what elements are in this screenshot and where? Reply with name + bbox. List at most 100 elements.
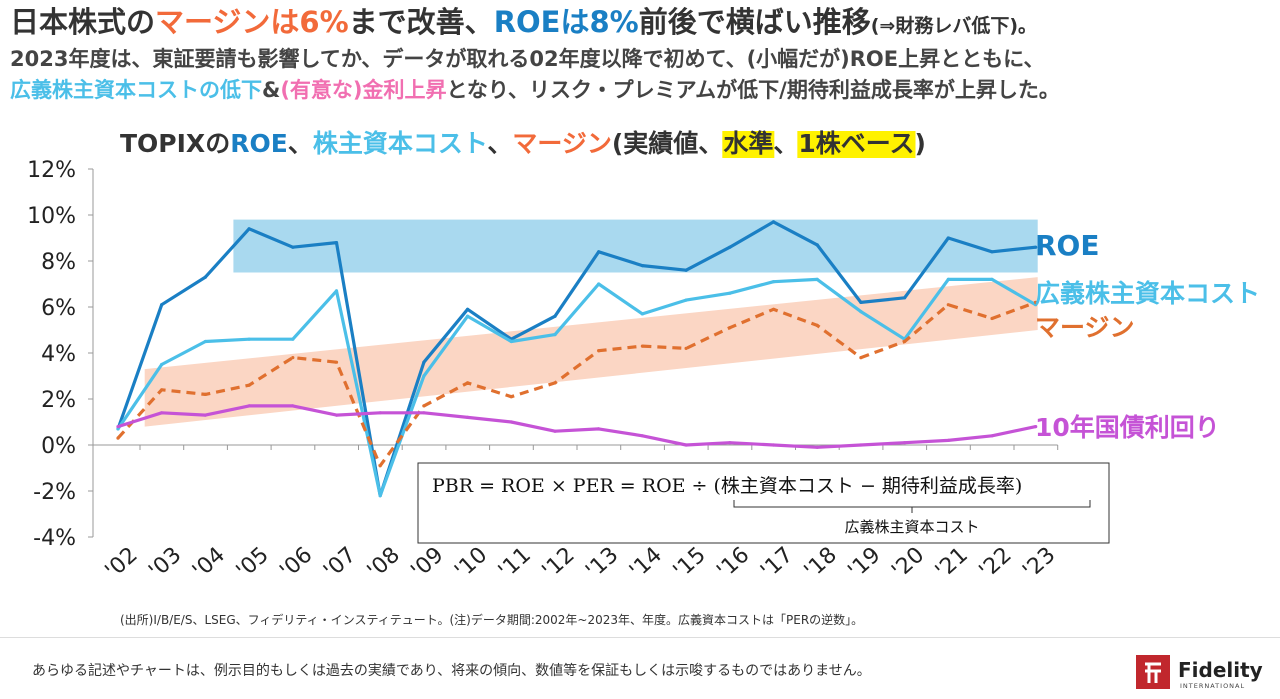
data-point [771,220,776,224]
data-point [946,303,950,307]
data-point [291,404,295,408]
y-tick-label: 4% [41,342,76,367]
data-point [859,356,863,360]
x-tick-label: '07 [319,542,361,583]
chart-title: TOPIXのROE、株主資本コスト、マージン(実績値、水準、1株ベース) [120,129,926,158]
data-point [990,277,994,281]
data-point [859,443,863,447]
chart-title-part: TOPIXの [120,129,230,158]
headline-note: (⇒財務レバ低下)。 [870,15,1038,37]
chart-title-part: ) [915,129,926,158]
series-line [116,300,1037,468]
chart: -4% -2% 0% 2% 4% 6% 8% 10% 12% '02'03'04'05'06'07… [27,129,1260,584]
divider [0,637,1280,638]
data-point [247,383,251,387]
chart-title-part: 、 [773,129,798,158]
data-point [946,236,950,240]
data-point [509,339,513,344]
series-lines [116,220,1038,498]
bands [144,219,1038,427]
data-point [203,339,207,344]
data-point [160,362,164,367]
x-tick-label: '11 [494,542,536,583]
subheadline-2: 広義株主資本コストの低下&(有意な)金利上昇となり、リスク・プレミアムが低下/期… [10,75,1275,106]
x-tick-label: '05 [232,542,274,583]
y-tick-label: -2% [33,480,76,505]
data-point [466,415,470,419]
header: 日本株式のマージンは6%まで改善、ROEは8%前後で横ばい推移(⇒財務レバ低下)… [10,4,1275,106]
data-point [597,427,601,431]
data-point [116,427,120,431]
data-point [1034,300,1038,304]
headline-roe: ROEは8% [493,5,639,39]
y-tick-label: 2% [41,388,76,413]
x-tick-label: '20 [887,542,929,583]
data-point [247,404,251,408]
data-point [553,333,557,337]
data-point [771,307,776,311]
data-point [291,245,295,249]
chart-title-part: (実績値、 [612,129,723,158]
data-point [859,310,863,314]
data-point [903,296,907,300]
margin-band [144,277,1038,427]
data-point [990,434,994,438]
chart-title-part: 1株ベース [798,129,914,158]
data-point [640,434,645,438]
title-highlight [797,131,916,158]
data-point [203,392,207,396]
x-tick-label: '14 [625,542,667,583]
data-point [334,413,339,417]
data-point [946,438,950,442]
data-point [1034,425,1038,429]
subheadline-amp: & [262,78,281,102]
x-tick-label: '04 [188,542,230,583]
disclaimer: あらゆる記述やチャートは、例示目的もしくは過去の実績であり、将来の傾向、数値等を… [32,663,871,679]
data-point [378,411,382,415]
x-tick-label: '18 [800,542,842,583]
y-tick-label: 6% [41,296,76,321]
chart-title-part: 、 [288,129,313,158]
x-tick-label: '16 [712,542,754,583]
formula-box: PBR = ROE × PER = ROE ÷ (株主資本コスト − 期待利益成… [417,462,1110,544]
headline: 日本株式のマージンは6%まで改善、ROEは8%前後で横ばい推移(⇒財務レバ低下)… [10,4,1275,44]
data-point [597,250,601,254]
data-point [728,245,732,249]
data-point [334,360,339,364]
data-point [815,243,819,247]
data-point [684,268,688,272]
data-point [422,374,426,378]
subheadline-1: 2023年度は、東証要請も影響してか、データが取れる02年度以降で初めて、(小幅… [10,47,1045,71]
headline-margin: マージンは6% [155,5,349,39]
logo-sub: INTERNATIONAL [1180,682,1245,690]
data-point [160,388,164,392]
chart-title-part: マージン [512,129,612,158]
data-point [422,404,426,408]
headline-part: 日本株式の [10,5,156,39]
x-tick-label: '09 [407,542,449,583]
series-line [117,404,1037,449]
headline-part: 前後で横ばい推移 [638,5,871,39]
series-line [116,277,1037,498]
data-point [597,282,601,286]
series-label: マージン [1035,313,1135,342]
y-tick-label: -4% [33,526,76,551]
brace-label: 広義株主資本コスト [844,518,979,536]
formula-text: PBR = ROE × PER = ROE ÷ (株主資本コスト − 期待利益成… [432,475,1022,497]
data-point [466,314,470,318]
x-tick-label: '12 [538,542,580,583]
data-point [771,443,776,447]
subheadline-part: となり、リスク・プレミアムが低下/期待利益成長率が上昇した。 [446,78,1060,102]
data-point [771,280,776,284]
x-tick-label: '15 [669,542,711,583]
data-point [203,275,207,279]
subheadline-rate: (有意な)金利上昇 [280,78,447,102]
chart-title-part: 水準 [723,129,773,158]
x-tick-label: '02 [101,542,143,583]
data-point [160,411,164,415]
data-point [903,441,907,445]
formula-frame [417,462,1110,544]
y-tick-label: 12% [27,158,76,183]
data-point [553,314,557,318]
data-point [247,337,251,341]
